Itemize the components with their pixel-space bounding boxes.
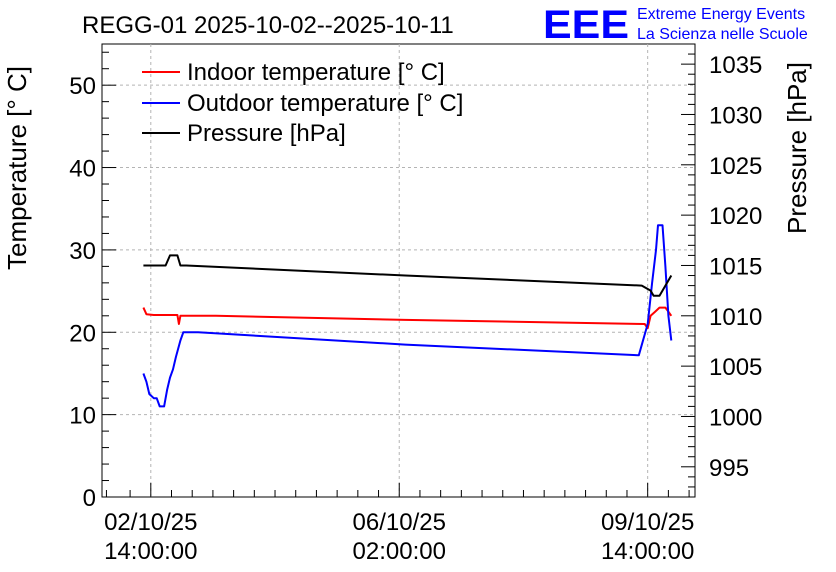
right-tick-label: 1025 [709,153,762,180]
x-tick-label-time: 14:00:00 [601,538,694,565]
logo-mark: EEE [543,3,629,47]
x-tick-labels: 02/10/2514:00:0006/10/2502:00:0009/10/25… [104,509,694,565]
right-tick-label: 1030 [709,102,762,129]
logo-line2: La Scienza nelle Scuole [637,26,808,43]
left-tick-label: 20 [69,320,96,347]
series-line-indoor-temperature [142,306,673,330]
chart-title: REGG-01 2025-10-02--2025-10-11 [82,12,454,39]
left-tick-label: 30 [69,238,96,265]
left-tick-labels: 0 10 20 30 40 50 [69,73,96,512]
x-tick-label-time: 14:00:00 [104,538,197,565]
y-axis-title-right: Pressure [hPa] [782,62,812,234]
plot-frame [101,43,696,498]
right-tick-label: 1010 [709,304,762,331]
left-tick-label: 10 [69,403,96,430]
right-tick-label: 1005 [709,354,762,381]
eee-logo: EEE Extreme Energy Events La Scienza nel… [543,3,808,47]
logo-line1: Extreme Energy Events [637,6,805,23]
series-line-outdoor-temperature [142,224,673,408]
legend-label-pressure: Pressure [hPa] [187,120,346,147]
right-tick-label: 1015 [709,253,762,280]
left-tick-label: 40 [69,156,96,183]
right-tick-label: 1035 [709,52,762,79]
right-tick-labels: 995 1000 1005 1010 1015 1020 1025 1030 1035 [709,52,762,482]
left-tick-label: 50 [69,73,96,100]
right-tick-label: 1020 [709,203,762,230]
series-line-pressure [143,254,673,297]
y-axis-title-left: Temperature [° C] [2,66,32,270]
right-tick-label: 1000 [709,404,762,431]
left-tick-label: 0 [83,485,96,512]
legend: Indoor temperature [° C] Outdoor tempera… [142,59,463,147]
x-tick-label-date: 06/10/25 [353,509,446,536]
legend-label-outdoor: Outdoor temperature [° C] [187,90,463,117]
x-tick-label-date: 09/10/25 [601,509,694,536]
series-lines [142,224,673,408]
x-tick-label-date: 02/10/25 [104,509,197,536]
x-tick-label-time: 02:00:00 [353,538,446,565]
right-tick-label: 995 [709,455,749,482]
legend-label-indoor: Indoor temperature [° C] [187,59,445,86]
axis-ticks [102,43,695,498]
